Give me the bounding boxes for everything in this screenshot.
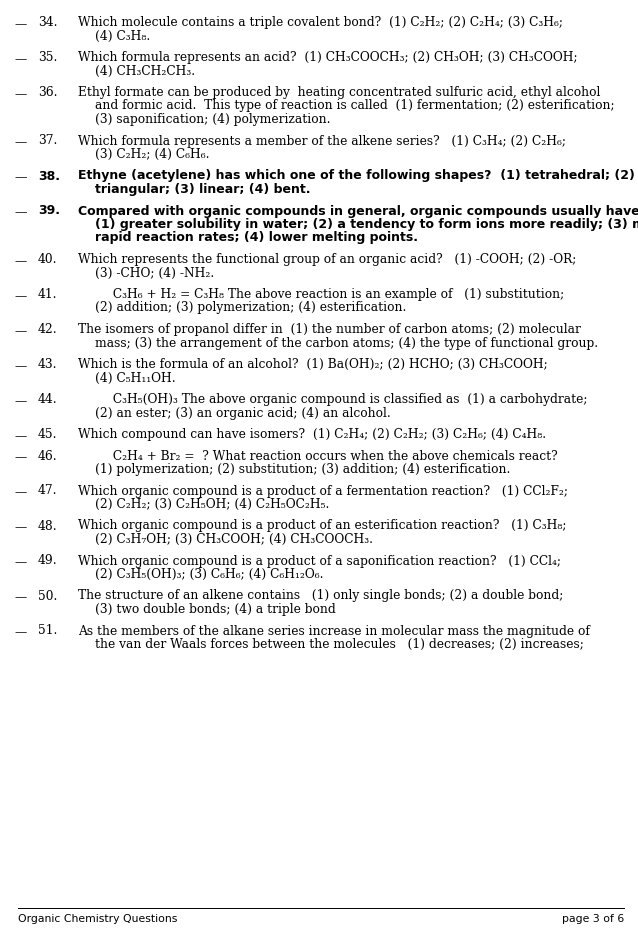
Text: Which represents the functional group of an organic acid?   (1) -COOH; (2) -OR;: Which represents the functional group of… (78, 253, 576, 266)
Text: Which compound can have isomers?  (1) C₂H₄; (2) C₂H₂; (3) C₂H₆; (4) C₄H₈.: Which compound can have isomers? (1) C₂H… (78, 428, 546, 441)
Text: —: — (14, 255, 26, 268)
Text: (3) C₂H₂; (4) C₆H₆.: (3) C₂H₂; (4) C₆H₆. (95, 148, 209, 161)
Text: 42.: 42. (38, 323, 57, 336)
Text: 39.: 39. (38, 205, 60, 218)
Text: The isomers of propanol differ in  (1) the number of carbon atoms; (2) molecular: The isomers of propanol differ in (1) th… (78, 323, 581, 336)
Text: 38.: 38. (38, 169, 60, 182)
Text: 47.: 47. (38, 485, 57, 498)
Text: Organic Chemistry Questions: Organic Chemistry Questions (18, 914, 177, 924)
Text: (4) C₃H₈.: (4) C₃H₈. (95, 30, 151, 43)
Text: —: — (14, 521, 26, 534)
Text: —: — (14, 88, 26, 101)
Text: Which formula represents a member of the alkene series?   (1) C₃H₄; (2) C₂H₆;: Which formula represents a member of the… (78, 134, 566, 148)
Text: —: — (14, 53, 26, 66)
Text: —: — (14, 395, 26, 408)
Text: —: — (14, 290, 26, 303)
Text: page 3 of 6: page 3 of 6 (561, 914, 624, 924)
Text: (3) two double bonds; (4) a triple bond: (3) two double bonds; (4) a triple bond (95, 603, 336, 616)
Text: 49.: 49. (38, 555, 57, 568)
Text: (3) saponification; (4) polymerization.: (3) saponification; (4) polymerization. (95, 113, 330, 126)
Text: —: — (14, 487, 26, 500)
Text: Which organic compound is a product of an esterification reaction?   (1) C₃H₈;: Which organic compound is a product of a… (78, 519, 567, 532)
Text: (4) CH₃CH₂CH₃.: (4) CH₃CH₂CH₃. (95, 64, 195, 78)
Text: —: — (14, 206, 27, 219)
Text: Which molecule contains a triple covalent bond?  (1) C₂H₂; (2) C₂H₄; (3) C₃H₆;: Which molecule contains a triple covalen… (78, 16, 563, 29)
Text: 45.: 45. (38, 428, 57, 441)
Text: (1) polymerization; (2) substitution; (3) addition; (4) esterification.: (1) polymerization; (2) substitution; (3… (95, 463, 510, 476)
Text: (1) greater solubility in water; (2) a tendency to form ions more readily; (3) m: (1) greater solubility in water; (2) a t… (95, 218, 638, 231)
Text: 44.: 44. (38, 393, 57, 406)
Text: —: — (14, 591, 26, 604)
Text: (2) C₃H₇OH; (3) CH₃COOH; (4) CH₃COOCH₃.: (2) C₃H₇OH; (3) CH₃COOH; (4) CH₃COOCH₃. (95, 533, 373, 546)
Text: Compared with organic compounds in general, organic compounds usually have: Compared with organic compounds in gener… (78, 205, 638, 218)
Text: C₂H₄ + Br₂ =  ? What reaction occurs when the above chemicals react?: C₂H₄ + Br₂ = ? What reaction occurs when… (78, 449, 558, 462)
Text: 35.: 35. (38, 51, 57, 64)
Text: 50.: 50. (38, 589, 57, 602)
Text: 37.: 37. (38, 134, 57, 148)
Text: (4) C₅H₁₁OH.: (4) C₅H₁₁OH. (95, 372, 175, 385)
Text: —: — (14, 172, 27, 185)
Text: rapid reaction rates; (4) lower melting points.: rapid reaction rates; (4) lower melting … (95, 232, 418, 245)
Text: (2) C₂H₂; (3) C₂H₅OH; (4) C₂H₅OC₂H₅.: (2) C₂H₂; (3) C₂H₅OH; (4) C₂H₅OC₂H₅. (95, 498, 329, 511)
Text: —: — (14, 430, 26, 443)
Text: and formic acid.  This type of reaction is called  (1) fermentation; (2) esterif: and formic acid. This type of reaction i… (95, 100, 614, 112)
Text: The structure of an alkene contains   (1) only single bonds; (2) a double bond;: The structure of an alkene contains (1) … (78, 589, 563, 602)
Text: (3) -CHO; (4) -NH₂.: (3) -CHO; (4) -NH₂. (95, 266, 214, 279)
Text: 41.: 41. (38, 288, 57, 301)
Text: the van der Waals forces between the molecules   (1) decreases; (2) increases;: the van der Waals forces between the mol… (95, 638, 584, 651)
Text: —: — (14, 451, 26, 464)
Text: Which organic compound is a product of a saponification reaction?   (1) CCl₄;: Which organic compound is a product of a… (78, 555, 561, 568)
Text: —: — (14, 325, 26, 338)
Text: —: — (14, 360, 26, 373)
Text: (2) addition; (3) polymerization; (4) esterification.: (2) addition; (3) polymerization; (4) es… (95, 302, 406, 315)
Text: —: — (14, 136, 26, 149)
Text: 46.: 46. (38, 449, 57, 462)
Text: —: — (14, 18, 26, 31)
Text: 36.: 36. (38, 86, 57, 99)
Text: —: — (14, 557, 26, 570)
Text: —: — (14, 627, 26, 640)
Text: As the members of the alkane series increase in molecular mass the magnitude of: As the members of the alkane series incr… (78, 625, 590, 638)
Text: C₃H₅(OH)₃ The above organic compound is classified as  (1) a carbohydrate;: C₃H₅(OH)₃ The above organic compound is … (78, 393, 588, 406)
Text: Ethyne (acetylene) has which one of the following shapes?  (1) tetrahedral; (2) : Ethyne (acetylene) has which one of the … (78, 169, 638, 182)
Text: 34.: 34. (38, 16, 57, 29)
Text: mass; (3) the arrangement of the carbon atoms; (4) the type of functional group.: mass; (3) the arrangement of the carbon … (95, 336, 598, 349)
Text: Ethyl formate can be produced by  heating concentrated sulfuric acid, ethyl alco: Ethyl formate can be produced by heating… (78, 86, 600, 99)
Text: 40.: 40. (38, 253, 57, 266)
Text: Which formula represents an acid?  (1) CH₃COOCH₃; (2) CH₃OH; (3) CH₃COOH;: Which formula represents an acid? (1) CH… (78, 51, 577, 64)
Text: 48.: 48. (38, 519, 57, 532)
Text: (2) C₃H₅(OH)₃; (3) C₆H₆; (4) C₆H₁₂O₆.: (2) C₃H₅(OH)₃; (3) C₆H₆; (4) C₆H₁₂O₆. (95, 568, 323, 581)
Text: (2) an ester; (3) an organic acid; (4) an alcohol.: (2) an ester; (3) an organic acid; (4) a… (95, 406, 390, 419)
Text: 43.: 43. (38, 358, 57, 371)
Text: triangular; (3) linear; (4) bent.: triangular; (3) linear; (4) bent. (95, 183, 311, 196)
Text: 51.: 51. (38, 625, 57, 638)
Text: Which organic compound is a product of a fermentation reaction?   (1) CCl₂F₂;: Which organic compound is a product of a… (78, 485, 568, 498)
Text: Which is the formula of an alcohol?  (1) Ba(OH)₂; (2) HCHO; (3) CH₃COOH;: Which is the formula of an alcohol? (1) … (78, 358, 548, 371)
Text: C₃H₆ + H₂ = C₃H₈ The above reaction is an example of   (1) substitution;: C₃H₆ + H₂ = C₃H₈ The above reaction is a… (78, 288, 564, 301)
